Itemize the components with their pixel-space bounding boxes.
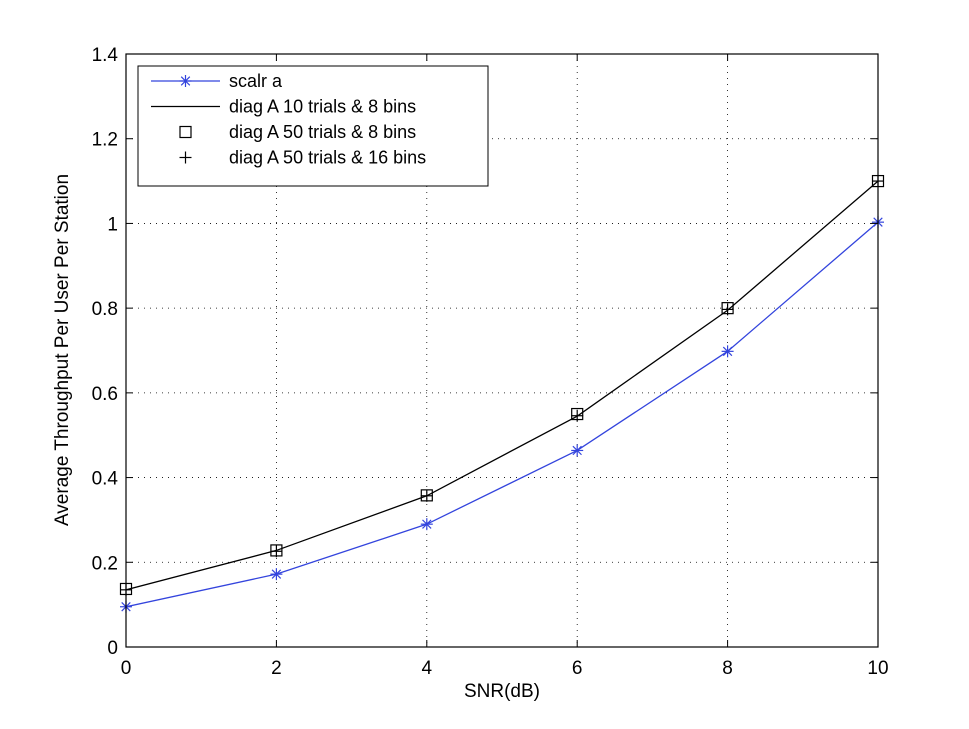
series-1 — [125, 180, 879, 591]
x-tick-label: 8 — [722, 658, 733, 679]
legend: scalr a diag A 10 trials & 8 bins diag A 5… — [137, 65, 489, 187]
y-tick-label: 0.6 — [92, 384, 118, 405]
asterisk-stroke — [422, 519, 432, 529]
legend-entry-1: diag A 10 trials & 8 bins — [151, 97, 416, 117]
data-point-0 — [571, 444, 584, 457]
series-line-0 — [125, 221, 879, 608]
y-tick-label: 0.8 — [92, 299, 118, 320]
data-point-3 — [571, 409, 584, 422]
data-point-0 — [721, 345, 734, 358]
asterisk-stroke — [572, 445, 582, 456]
x-axis-title: SNR(dB) — [464, 681, 540, 702]
legend-box — [137, 65, 489, 187]
plot-frame — [125, 53, 879, 648]
legend-label: scalr a — [229, 71, 283, 91]
legend-entry-3: diag A 50 trials & 16 bins — [179, 148, 426, 168]
x-tick-label: 0 — [121, 658, 132, 679]
y-tick-label: 0.4 — [92, 469, 119, 490]
data-point-3 — [420, 489, 433, 502]
y-tick-label: 0 — [107, 638, 118, 659]
data-point-0 — [270, 568, 283, 581]
asterisk-stroke — [722, 346, 733, 357]
data-point-0 — [420, 518, 433, 531]
legend-swatch-marker — [179, 125, 192, 139]
legend-label: diag A 50 trials & 16 bins — [229, 148, 426, 168]
asterisk-stroke — [271, 569, 282, 579]
asterisk-stroke — [180, 76, 191, 86]
x-tick-label: 10 — [867, 658, 888, 679]
x-tick-label: 4 — [422, 658, 433, 679]
x-tick-label: 6 — [572, 658, 583, 679]
y-axis-title: Average Throughput Per User Per Station — [52, 174, 73, 526]
legend-entry-2: diag A 50 trials & 8 bins — [179, 122, 416, 142]
legend-swatch-marker — [179, 151, 192, 164]
y-tick-label: 1.4 — [92, 45, 119, 66]
axis-ticks: 0 2 4 6 8 10 0 0.2 0.4 0.6 0.8 1 1.2 1.4 — [92, 45, 889, 679]
data-point-3 — [270, 545, 283, 558]
x-tick-label: 2 — [271, 658, 282, 679]
y-tick-label: 1.2 — [92, 130, 118, 151]
legend-label: diag A 50 trials & 8 bins — [229, 122, 416, 142]
data-point-3 — [721, 303, 734, 316]
legend-swatch-marker — [179, 75, 192, 87]
legend-entry-0: scalr a — [151, 71, 283, 91]
y-tick-label: 0.2 — [92, 553, 118, 574]
legend-label: diag A 10 trials & 8 bins — [229, 97, 416, 117]
y-tick-label: 1 — [107, 214, 118, 235]
series-line-1 — [125, 180, 879, 591]
